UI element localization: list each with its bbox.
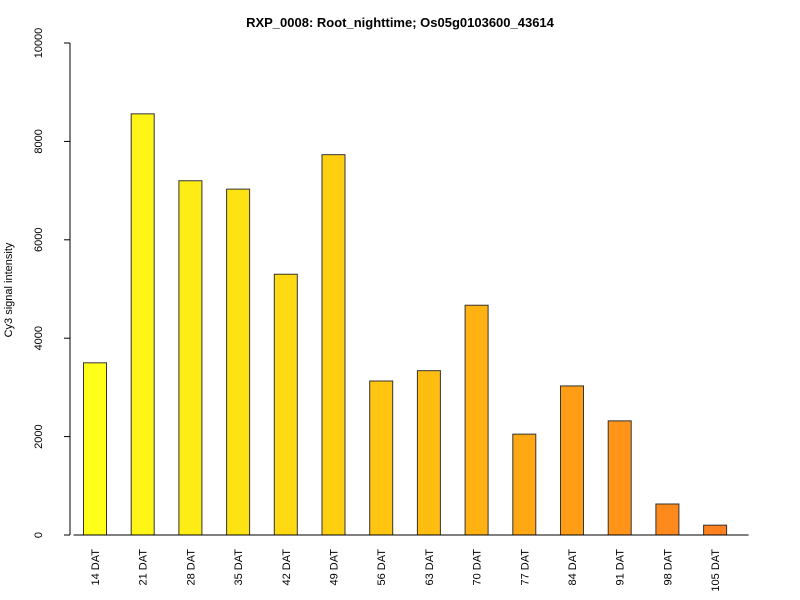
x-tick-label: 42 DAT	[281, 549, 293, 586]
y-tick-label: 0	[33, 532, 45, 538]
bar	[321, 154, 346, 536]
bar	[703, 524, 728, 536]
x-tick-label: 35 DAT	[233, 549, 245, 586]
bar	[560, 385, 584, 536]
y-tick-label: 4000	[33, 326, 45, 350]
y-axis-label: Cy3 signal intensity	[3, 242, 15, 337]
y-tick-label: 6000	[33, 228, 45, 252]
x-tick-label: 49 DAT	[329, 549, 341, 586]
bar	[655, 503, 680, 536]
y-tick-label: 8000	[33, 129, 45, 153]
bar	[464, 304, 489, 536]
x-tick-label: 28 DAT	[185, 549, 197, 586]
bar	[226, 188, 251, 536]
x-tick-label: 77 DAT	[519, 549, 531, 586]
x-tick-label: 14 DAT	[90, 549, 102, 586]
bar	[83, 362, 107, 536]
x-tick-label: 98 DAT	[662, 549, 674, 586]
y-tick-label: 10000	[33, 28, 45, 59]
y-axis: 0 2000 4000 6000 8000 10000	[33, 28, 71, 538]
x-tick-label: 105 DAT	[710, 549, 722, 592]
bar	[178, 180, 203, 536]
chart-title: RXP_0008: Root_nighttime; Os05g0103600_4…	[246, 15, 555, 30]
bar	[607, 420, 632, 536]
bar	[369, 380, 394, 536]
bar	[512, 433, 537, 536]
bars	[83, 113, 728, 536]
x-tick-label: 21 DAT	[138, 549, 150, 586]
bar	[130, 113, 155, 536]
y-tick-label: 2000	[33, 424, 45, 448]
x-tick-label: 91 DAT	[615, 549, 627, 586]
bar	[273, 273, 298, 536]
x-tick-label: 84 DAT	[567, 549, 579, 586]
x-tick-label: 56 DAT	[376, 549, 388, 586]
bar	[416, 370, 441, 536]
x-tick-label: 70 DAT	[472, 549, 484, 586]
x-axis-ticks: 14 DAT 21 DAT 28 DAT 35 DAT 42 DAT 49 DAT 56 D…	[90, 549, 722, 592]
x-tick-label: 63 DAT	[424, 549, 436, 586]
